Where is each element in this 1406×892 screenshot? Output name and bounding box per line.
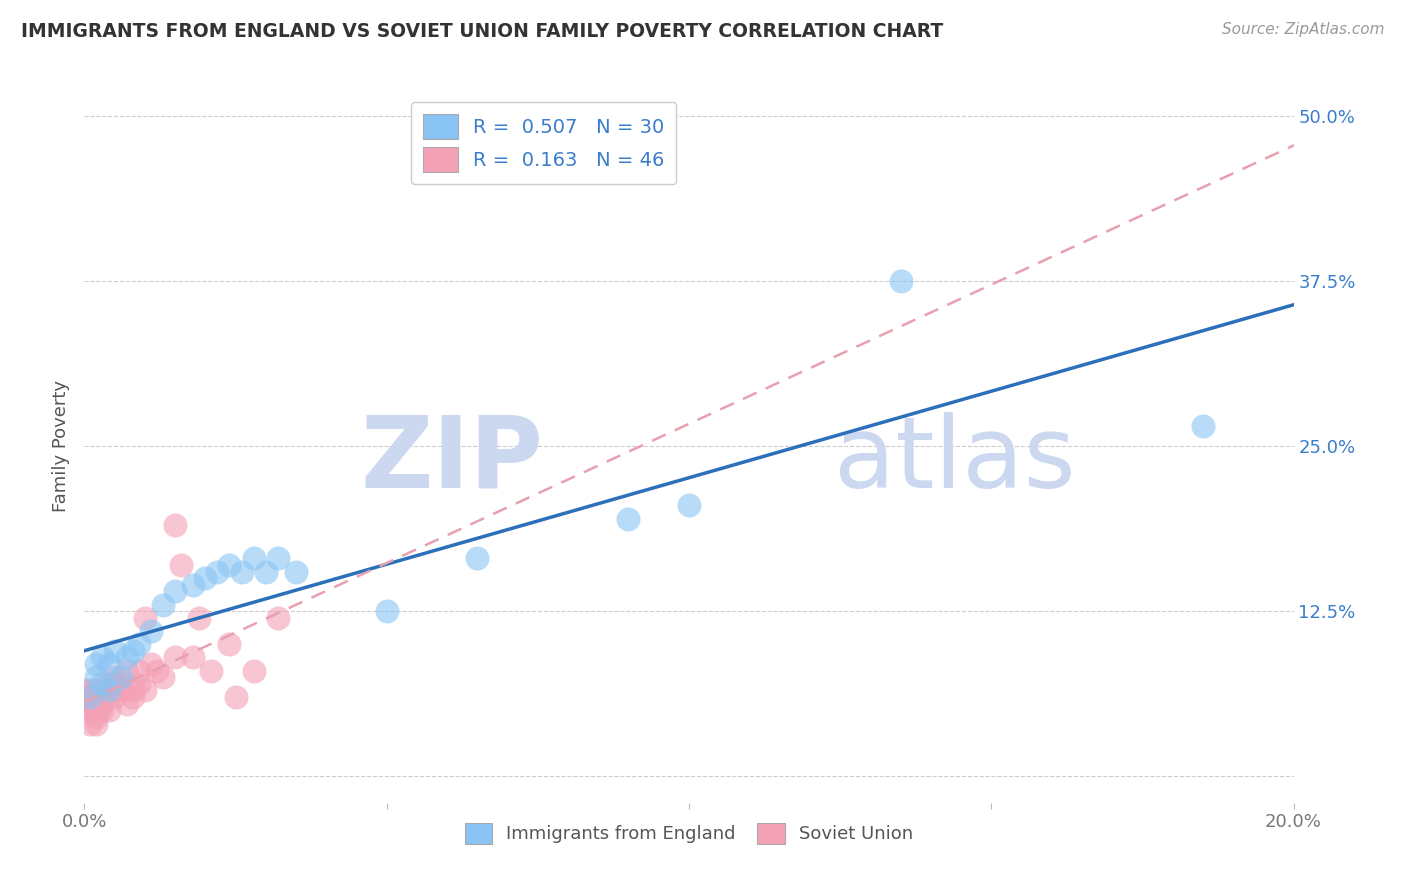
Point — [91, 697, 114, 711]
Y-axis label: Family Poverty: Family Poverty — [52, 380, 70, 512]
Point — [86, 703, 108, 717]
Point — [128, 664, 150, 678]
Point — [181, 578, 204, 592]
Point — [91, 690, 114, 704]
Point — [146, 664, 169, 678]
Point — [121, 683, 143, 698]
Point — [79, 716, 101, 731]
Point — [617, 511, 640, 525]
Point — [91, 650, 114, 665]
Point — [218, 558, 240, 572]
Point — [152, 670, 174, 684]
Point — [242, 551, 264, 566]
Text: Source: ZipAtlas.com: Source: ZipAtlas.com — [1222, 22, 1385, 37]
Point — [91, 703, 114, 717]
Point — [890, 274, 912, 288]
Point — [678, 499, 700, 513]
Point — [231, 565, 253, 579]
Point — [86, 670, 108, 684]
Point — [194, 571, 217, 585]
Point — [115, 664, 138, 678]
Point — [97, 683, 120, 698]
Point — [375, 604, 398, 618]
Point — [267, 551, 290, 566]
Point — [79, 697, 101, 711]
Point — [104, 690, 127, 704]
Point — [134, 611, 156, 625]
Point — [170, 558, 193, 572]
Point — [128, 637, 150, 651]
Point — [121, 644, 143, 658]
Point — [97, 677, 120, 691]
Point — [115, 650, 138, 665]
Point — [165, 584, 187, 599]
Point — [181, 650, 204, 665]
Point — [165, 518, 187, 533]
Point — [73, 697, 96, 711]
Point — [86, 657, 108, 671]
Point — [79, 690, 101, 704]
Point — [110, 677, 132, 691]
Point — [110, 683, 132, 698]
Point — [1192, 419, 1215, 434]
Point — [91, 683, 114, 698]
Point — [207, 565, 229, 579]
Point — [97, 703, 120, 717]
Point — [104, 677, 127, 691]
Point — [104, 644, 127, 658]
Point — [139, 624, 162, 638]
Point — [134, 683, 156, 698]
Point — [152, 598, 174, 612]
Point — [86, 683, 108, 698]
Point — [121, 690, 143, 704]
Point — [165, 650, 187, 665]
Point — [86, 690, 108, 704]
Point — [188, 611, 211, 625]
Text: IMMIGRANTS FROM ENGLAND VS SOVIET UNION FAMILY POVERTY CORRELATION CHART: IMMIGRANTS FROM ENGLAND VS SOVIET UNION … — [21, 22, 943, 41]
Point — [104, 670, 127, 684]
Point — [254, 565, 277, 579]
Point — [104, 683, 127, 698]
Point — [242, 664, 264, 678]
Point — [86, 716, 108, 731]
Point — [73, 683, 96, 698]
Point — [97, 657, 120, 671]
Point — [128, 677, 150, 691]
Point — [218, 637, 240, 651]
Point — [79, 690, 101, 704]
Point — [79, 703, 101, 717]
Point — [110, 670, 132, 684]
Point — [115, 697, 138, 711]
Point — [267, 611, 290, 625]
Point — [467, 551, 489, 566]
Point — [200, 664, 222, 678]
Point — [91, 677, 114, 691]
Point — [73, 690, 96, 704]
Text: atlas: atlas — [834, 412, 1076, 508]
Text: ZIP: ZIP — [361, 412, 544, 508]
Point — [285, 565, 308, 579]
Legend: Immigrants from England, Soviet Union: Immigrants from England, Soviet Union — [457, 815, 921, 851]
Point — [225, 690, 247, 704]
Point — [86, 710, 108, 724]
Point — [79, 683, 101, 698]
Point — [139, 657, 162, 671]
